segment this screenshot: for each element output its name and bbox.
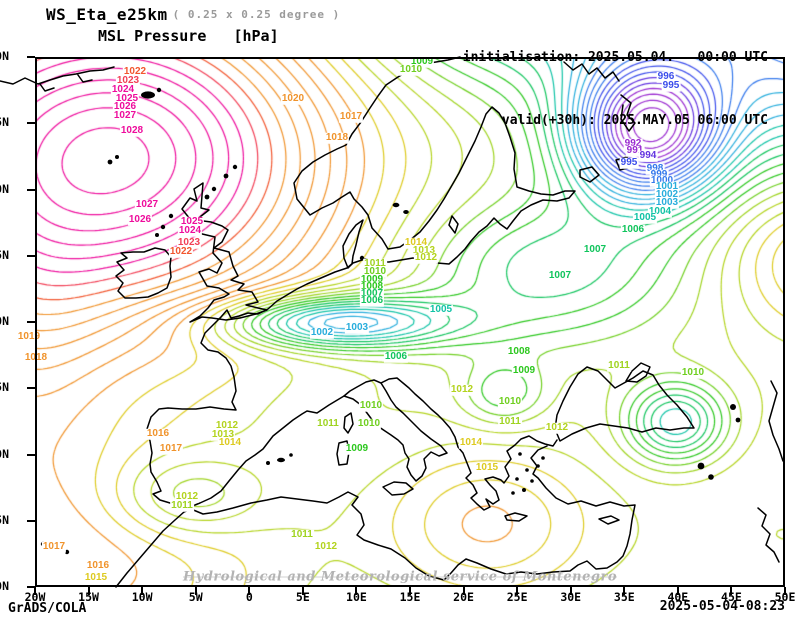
x-axis-tick [194, 587, 197, 595]
init-time: initialisation: 2025.05.04. 00:00 UTC [462, 50, 768, 65]
y-axis-label: 30N [0, 579, 9, 593]
x-axis-tick [516, 587, 519, 595]
y-axis-label: 60N [0, 181, 9, 196]
run-info-block: initialisation: 2025.05.04. 00:00 UTC va… [463, 5, 768, 173]
model-resolution: ( 0.25 x 0.25 degree ) [172, 8, 341, 21]
x-axis-tick [141, 587, 144, 595]
x-axis-label: 15W [78, 590, 99, 604]
x-axis-label: 20W [24, 590, 46, 604]
x-axis-label: 10E [346, 590, 367, 604]
x-axis-label: 40E [667, 590, 689, 604]
watermark: Hydrological and Meteorological service … [182, 569, 618, 585]
y-axis-label: 65N [0, 115, 9, 130]
coastline [0, 56, 784, 588]
x-axis-tick [784, 587, 786, 595]
field-title: MSL Pressure [hPa] [98, 27, 279, 45]
y-axis-tick [27, 387, 35, 390]
x-axis-label: 25E [506, 590, 528, 604]
x-axis-label: 5W [188, 590, 203, 604]
contour-canvas [35, 57, 785, 587]
x-axis-label: 0 [245, 590, 253, 604]
y-axis-tick [27, 453, 35, 456]
y-axis-label: 45N [0, 380, 9, 395]
creation-timestamp: 2025-05-04-08:23 [659, 599, 785, 614]
x-axis-tick [34, 587, 36, 595]
x-axis-label: 50E [774, 590, 796, 604]
x-axis-label: 45E [721, 590, 742, 604]
x-axis-label: 30E [560, 590, 582, 604]
grads-credit: GrADS/COLA [8, 601, 87, 616]
y-axis-tick [27, 586, 35, 588]
x-axis-label: 10W [131, 590, 153, 604]
x-axis-tick [730, 587, 733, 595]
x-axis-tick [462, 587, 465, 595]
x-axis-label: 5E [295, 590, 310, 604]
x-axis-tick [676, 587, 679, 595]
x-axis-label: 20E [453, 590, 474, 604]
y-axis-label: 50N [0, 314, 9, 328]
y-axis-tick [27, 188, 35, 191]
y-axis-tick [27, 56, 35, 58]
x-axis-label: 15E [399, 590, 421, 604]
y-axis-label: 55N [0, 247, 9, 262]
y-axis-label: 70N [0, 49, 9, 63]
x-axis-tick [355, 587, 358, 595]
y-axis-tick [27, 321, 35, 323]
y-axis-tick [27, 122, 35, 125]
model-title: WS_Eta_e25km [46, 5, 168, 24]
y-axis-label: 40N [0, 446, 9, 461]
valid-time: valid(+30h): 2025.MAY.05 06:00 UTC [501, 113, 768, 128]
y-axis-label: 35N [0, 512, 9, 527]
x-axis-tick [87, 587, 90, 595]
x-axis-tick [623, 587, 626, 595]
title-row: WS_Eta_e25km ( 0.25 x 0.25 degree ) [46, 5, 340, 24]
x-axis-tick [409, 587, 411, 595]
x-axis-tick [248, 587, 251, 595]
y-axis-tick [27, 254, 35, 257]
x-axis-tick [569, 587, 572, 595]
x-axis-label: 35E [613, 590, 635, 604]
y-axis-tick [27, 519, 35, 522]
x-axis-tick [301, 587, 304, 595]
